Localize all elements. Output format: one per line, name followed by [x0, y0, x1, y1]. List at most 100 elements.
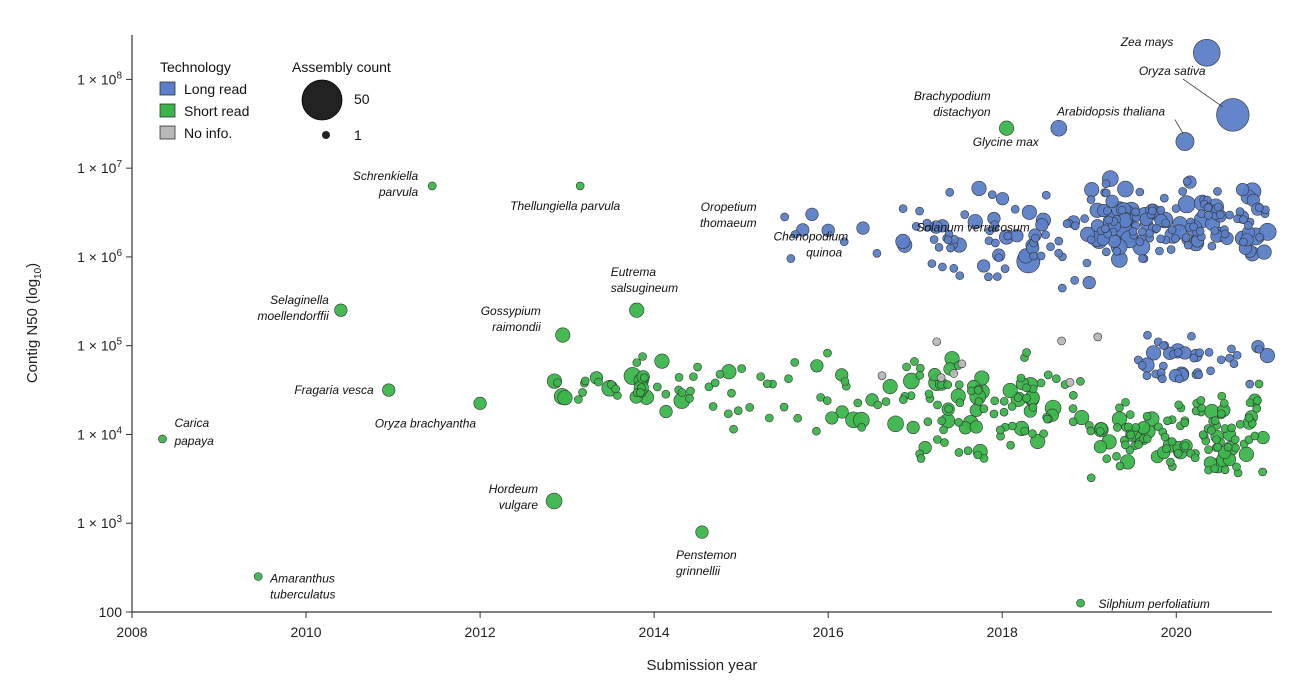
data-point [1244, 413, 1254, 423]
data-point [632, 358, 642, 367]
data-point [1231, 443, 1240, 453]
data-point [805, 207, 819, 221]
labeled-point [1193, 39, 1221, 67]
data-point [1135, 237, 1145, 247]
data-point [737, 364, 746, 373]
data-point [1159, 341, 1168, 350]
labeled-point [382, 383, 396, 397]
data-point [990, 396, 1000, 406]
data-point [721, 364, 737, 380]
annotation-label: vulgare [499, 498, 539, 512]
data-point [945, 187, 955, 197]
data-point [1095, 426, 1105, 436]
data-point [654, 353, 670, 369]
annotation-label: Solanum verrucosum [916, 220, 1029, 234]
data-point [1204, 348, 1214, 357]
y-axis-title-close: ) [24, 263, 41, 268]
data-point [1215, 210, 1225, 220]
data-point [710, 378, 720, 388]
data-point [578, 388, 587, 397]
points-layer [158, 39, 1277, 608]
data-point [677, 388, 687, 397]
data-point [1022, 383, 1031, 393]
data-point [715, 369, 725, 379]
data-point [1180, 441, 1190, 451]
data-point [1239, 237, 1248, 247]
data-point [1207, 426, 1216, 435]
data-point [990, 220, 999, 229]
y-axis-title-main: Contig N50 (log [24, 279, 41, 383]
data-point [729, 424, 738, 434]
data-point [1258, 467, 1267, 477]
data-point [1254, 345, 1264, 354]
data-point [1213, 202, 1223, 212]
data-point [1069, 391, 1078, 400]
annotation-label: Zea mays [1120, 35, 1174, 49]
data-point [1212, 435, 1221, 444]
legend-swatch-no-info [159, 125, 176, 140]
data-point [1190, 453, 1200, 463]
data-point [1162, 444, 1171, 453]
data-point [949, 369, 959, 378]
legend-size-title: Assembly count [292, 59, 391, 75]
data-point [638, 352, 647, 361]
data-point [574, 395, 583, 404]
data-point [1166, 457, 1175, 467]
data-point [640, 373, 649, 382]
data-point [786, 254, 796, 263]
data-point [1182, 176, 1192, 186]
data-point [1195, 348, 1204, 357]
data-point [877, 371, 887, 380]
data-point [1028, 429, 1037, 438]
data-point [1002, 383, 1018, 399]
x-tick-label: 2008 [116, 624, 147, 640]
data-point [685, 394, 694, 403]
data-point [823, 348, 832, 358]
data-point [1062, 219, 1072, 229]
data-point [1189, 353, 1199, 363]
labeled-point [1216, 98, 1250, 132]
y-tick-label: 100 [99, 604, 123, 620]
data-point [704, 382, 714, 392]
y-tick-exp: 4 [116, 425, 122, 436]
data-point [1008, 421, 1017, 431]
data-point [915, 206, 924, 216]
data-point [1223, 442, 1233, 452]
annotation-label: moellendorffii [257, 309, 329, 323]
data-point [943, 235, 953, 245]
data-point [1113, 423, 1122, 432]
data-point [1068, 404, 1078, 413]
data-point [1230, 435, 1240, 444]
data-point [899, 395, 908, 404]
data-point [1227, 423, 1236, 433]
data-point [1134, 440, 1143, 449]
data-point [1174, 374, 1184, 384]
labeled-point [629, 302, 645, 318]
data-point [1065, 378, 1075, 387]
data-point [1203, 203, 1213, 212]
data-point [1178, 187, 1188, 196]
data-point [840, 377, 850, 386]
data-point [674, 373, 684, 382]
labeled-point [821, 223, 835, 237]
data-point [1255, 233, 1264, 242]
data-point [1115, 403, 1124, 413]
data-point [745, 403, 754, 412]
y-tick-label: 1 × 106 [77, 248, 122, 265]
data-point [1216, 355, 1226, 365]
data-point [955, 271, 965, 280]
data-point [1161, 218, 1170, 228]
data-point [1152, 224, 1161, 233]
data-point [1052, 374, 1061, 384]
data-point [1135, 187, 1145, 197]
data-point [1121, 397, 1130, 407]
data-point [1000, 264, 1010, 273]
labeled-point [1050, 119, 1068, 137]
legend-swatch-long-read [159, 81, 176, 96]
data-point [1189, 222, 1198, 232]
data-point [1054, 236, 1064, 246]
data-point [974, 370, 990, 386]
data-point [937, 416, 946, 426]
data-point [790, 230, 800, 239]
data-point [987, 190, 997, 199]
